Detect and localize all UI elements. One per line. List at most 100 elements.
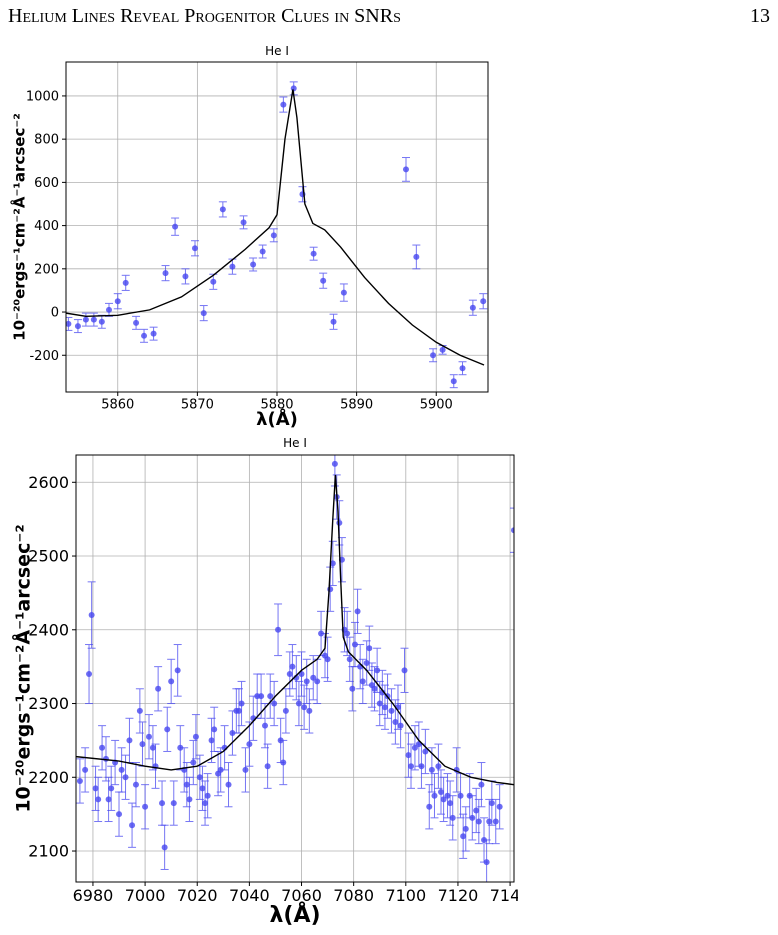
y-tick-label: 2300 (28, 694, 69, 713)
x-tick-label: 7100 (385, 886, 426, 905)
chart: He I 6980 7000 7020 7040 7060 7080 7100 7120 7140… (11, 436, 519, 928)
x-tick-label: 5900 (420, 397, 453, 412)
data-point (459, 365, 466, 372)
x-tick-label: 7020 (177, 886, 218, 905)
data-point (475, 818, 482, 825)
data-point (270, 232, 277, 239)
data-point (114, 298, 121, 305)
data-point (76, 777, 83, 784)
data-point (379, 689, 386, 696)
data-point (74, 323, 81, 330)
data-point (363, 659, 370, 666)
data-point (314, 678, 321, 685)
data-point (174, 667, 181, 674)
data-point (108, 785, 115, 792)
data-point (146, 733, 152, 740)
data-point (142, 803, 149, 810)
data-point (202, 800, 209, 807)
data-point (159, 800, 166, 807)
data-point (133, 319, 140, 326)
y-tick-label: 800 (34, 133, 59, 148)
data-point (164, 726, 171, 733)
data-point (310, 250, 317, 257)
running-title: Helium Lines Reveal Progenitor Clues in … (8, 5, 401, 27)
data-point (289, 663, 296, 670)
data-point (82, 766, 89, 773)
data-point (225, 781, 232, 788)
y-tick-label: 2200 (28, 768, 69, 787)
data-point (259, 248, 266, 255)
data-point (392, 718, 399, 725)
data-point (240, 219, 247, 226)
data-point (267, 693, 274, 700)
data-point (250, 261, 257, 268)
x-tick-label: 5880 (260, 397, 293, 412)
data-point (98, 318, 105, 325)
data-point (460, 833, 467, 840)
data-point (82, 316, 89, 323)
data-point (306, 707, 313, 714)
data-point (457, 792, 464, 799)
x-tick-labels: 5860 5870 5880 5890 5900 (101, 397, 453, 412)
page-number: 13 (750, 5, 770, 27)
data-point (354, 608, 361, 615)
data-point (286, 671, 293, 678)
y-axis-label: 10⁻²⁰ergs⁻¹cm⁻²Å⁻¹arcsec⁻² (10, 113, 29, 341)
data-point (196, 774, 203, 781)
data-point (204, 792, 211, 799)
data-point (439, 346, 446, 353)
data-point (511, 527, 514, 534)
data-point (444, 792, 451, 799)
data-point (473, 807, 480, 814)
data-point (430, 352, 437, 359)
data-point (480, 298, 487, 305)
data-point (155, 685, 162, 692)
data-point (449, 814, 456, 821)
data-point (126, 737, 133, 744)
data-point (462, 825, 469, 832)
chart-title: He I (283, 436, 307, 450)
x-tick-label: 7040 (229, 886, 270, 905)
data-point (408, 763, 415, 770)
data-point (426, 803, 433, 810)
data-point (418, 763, 425, 770)
data-point (324, 656, 331, 663)
data-point (303, 678, 310, 685)
data-point (469, 304, 476, 311)
data-point (282, 707, 289, 714)
data-point (264, 763, 271, 770)
data-point (469, 814, 476, 821)
data-point (192, 733, 199, 740)
data-point (422, 748, 429, 755)
data-point (374, 667, 381, 674)
data-point (132, 781, 139, 788)
x-tick-label: 7060 (281, 886, 322, 905)
fit-line (66, 89, 485, 366)
y-tick-label: 0 (51, 306, 59, 321)
data-point (105, 796, 112, 803)
data-point (344, 630, 351, 637)
data-point (99, 744, 106, 751)
x-tick-label: 7000 (125, 886, 166, 905)
data-point (275, 626, 282, 633)
data-point (129, 822, 136, 829)
data-point (229, 263, 236, 270)
data-point (320, 277, 327, 284)
chart: He I 5860 5870 5880 5890 5900 -200 0 200 400 600 80… (10, 44, 489, 430)
data-point (136, 707, 143, 714)
data-point (162, 270, 169, 277)
data-point (105, 306, 112, 313)
data-point (366, 645, 373, 652)
data-point (486, 818, 493, 825)
fit-line (76, 474, 514, 786)
y-tick-label: 400 (34, 219, 59, 234)
data-point (349, 685, 356, 692)
data-point (182, 273, 189, 280)
data-point (211, 726, 218, 733)
x-tick-label: 5890 (340, 397, 373, 412)
data-point (450, 378, 457, 385)
y-tick-label: 200 (34, 262, 59, 277)
data-point (331, 460, 338, 467)
data-point (92, 785, 99, 792)
data-point (330, 318, 337, 325)
